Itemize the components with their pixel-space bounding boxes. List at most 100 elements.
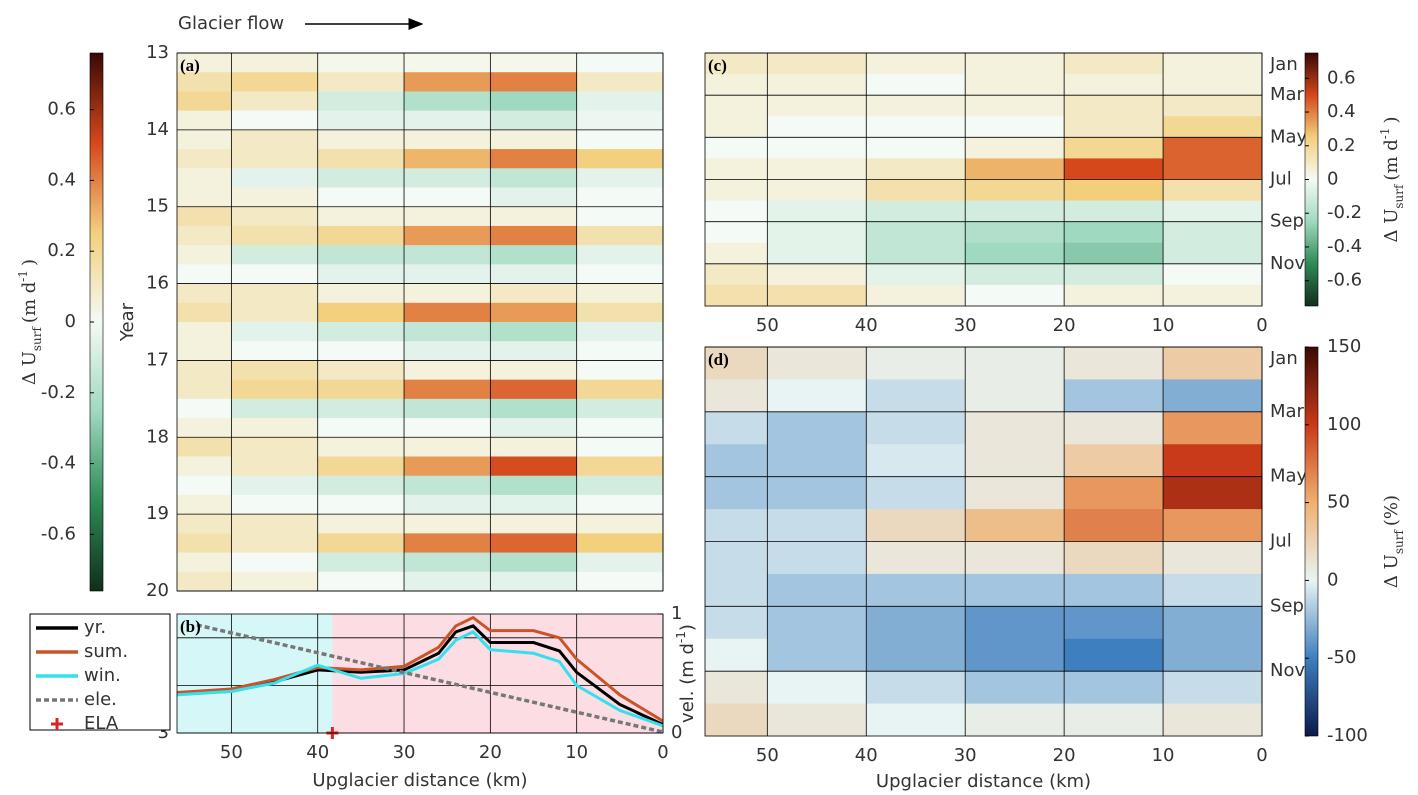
heat-cell [177, 494, 232, 515]
heat-cell [965, 411, 1065, 445]
heat-cell [1163, 509, 1263, 542]
heat-cell [965, 606, 1065, 640]
heat-cell [231, 225, 319, 246]
colorbar-tick-label: 0 [1327, 169, 1338, 190]
heat-cell [317, 398, 405, 419]
heat-cell [866, 137, 966, 159]
heat-cell [231, 53, 319, 73]
heat-cell [177, 360, 232, 381]
heat-cell [576, 571, 664, 592]
heat-cell [1163, 573, 1263, 607]
heat-cell [404, 129, 491, 150]
y-tick-label: 16 [146, 273, 169, 294]
heat-cell [177, 418, 232, 438]
panel-label: (d) [708, 350, 729, 369]
heat-cell [490, 129, 578, 150]
heat-cell [317, 53, 405, 73]
heat-cell [965, 541, 1065, 575]
y2-axis-label-part: ) [677, 624, 698, 631]
heat-cell [490, 302, 578, 323]
heat-cell [317, 245, 405, 265]
heat-cell [576, 72, 664, 92]
colorbar-label-part: Δ U [1381, 209, 1402, 243]
heat-cell [177, 206, 232, 227]
heat-cell [490, 168, 578, 188]
heat-cell [231, 418, 319, 438]
heat-cell [177, 53, 232, 73]
heat-cell [317, 225, 405, 246]
heat-cell [767, 509, 867, 542]
heat-cell [317, 168, 405, 188]
heat-cell [231, 341, 319, 361]
x-tick-label: 50 [756, 315, 779, 336]
heat-cell [576, 206, 664, 227]
heat-cell [1064, 703, 1164, 737]
heat-cell [1064, 541, 1164, 575]
y2-axis-label: vel. (m d-1) [674, 624, 699, 723]
colorbar-label-part: -1 [1378, 128, 1392, 140]
heat-cell [317, 571, 405, 592]
heat-cell [576, 53, 664, 73]
heat-cell [404, 264, 491, 285]
y-tick-label: Jan [1269, 348, 1298, 369]
heat-cell [177, 72, 232, 92]
x-tick-label: 20 [479, 742, 502, 763]
heat-cell [576, 533, 664, 554]
heat-cell [866, 347, 966, 380]
heat-cell [490, 187, 578, 208]
heat-cell [965, 74, 1065, 96]
heat-cell [705, 179, 768, 202]
heat-cell [576, 91, 664, 112]
heat-cell [1163, 379, 1263, 413]
y2-axis-label-part: vel. (m d [677, 643, 698, 723]
heat-cell [965, 509, 1065, 542]
colorbar-label-part: -1 [16, 270, 30, 282]
heat-cell [1064, 263, 1164, 286]
heat-cell [866, 53, 966, 75]
heat-cell [965, 573, 1065, 607]
heat-cell [866, 158, 966, 180]
y-tick-label: 19 [146, 503, 169, 524]
y-tick-label: 14 [146, 119, 169, 140]
heat-cell [1064, 509, 1164, 542]
heat-cell [1064, 242, 1164, 265]
heat-cell [177, 225, 232, 246]
heat-cell [1064, 284, 1164, 307]
heat-cell [1163, 242, 1263, 265]
heat-cell [576, 168, 664, 188]
heat-cell [767, 74, 867, 96]
heat-cell [1163, 638, 1263, 672]
heat-cell [576, 398, 664, 419]
heat-cell [1163, 703, 1263, 737]
y-tick-label: 17 [146, 349, 169, 370]
legend-label: ELA [84, 713, 119, 734]
heat-cell [866, 541, 966, 575]
heat-cell [404, 72, 491, 92]
heat-cell [576, 149, 664, 169]
colorbar-tick-label: -0.4 [1327, 236, 1362, 257]
heat-cell [231, 437, 319, 457]
heat-cell [490, 245, 578, 265]
heat-cell [866, 476, 966, 510]
heat-cell [1163, 541, 1263, 575]
y-tick-label: Sep [1270, 211, 1304, 232]
heat-cell [965, 284, 1065, 307]
heat-cell [1064, 411, 1164, 445]
y-tick-label: 3 [158, 722, 169, 743]
y-tick-label: 18 [146, 426, 169, 447]
heat-cell [231, 475, 319, 496]
heat-cell [404, 398, 491, 419]
colorbar-tick-label: 0 [65, 311, 76, 332]
legend-label: sum. [84, 641, 128, 662]
heat-cell [965, 347, 1065, 380]
heat-cell [317, 552, 405, 573]
heat-cell [177, 533, 232, 554]
heat-cell [576, 360, 664, 381]
heat-cell [705, 53, 768, 75]
heat-cell [177, 514, 232, 534]
heat-cell [177, 149, 232, 169]
heat-cell [767, 284, 867, 307]
heat-cell [767, 347, 867, 380]
heat-cell [1064, 573, 1164, 607]
